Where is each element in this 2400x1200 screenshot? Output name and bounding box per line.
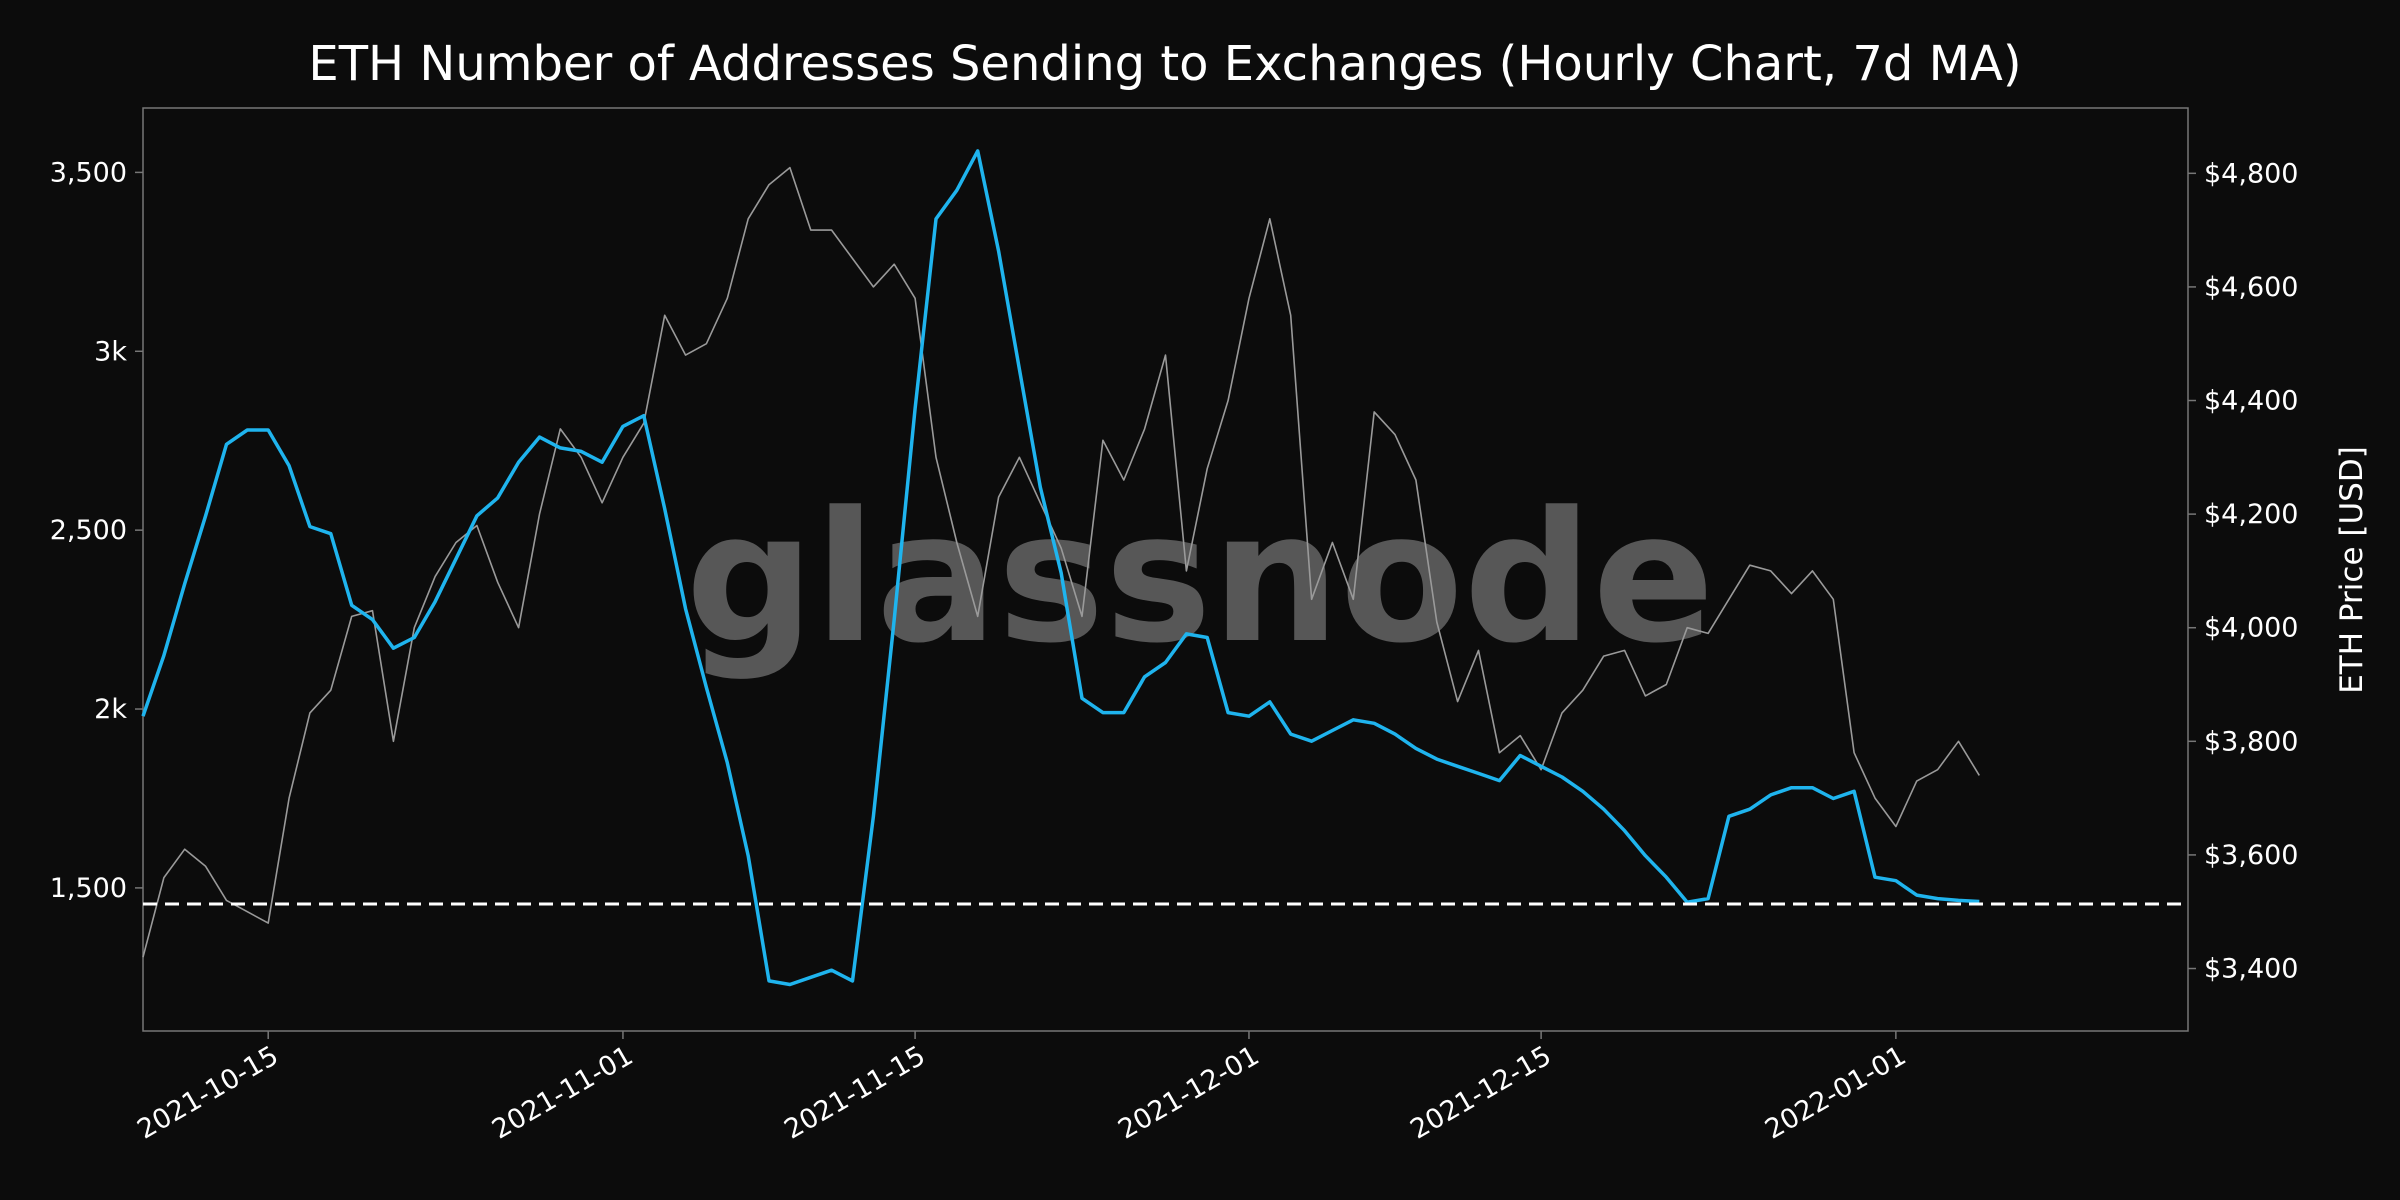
y-right-tick-label-7: $4,800 [2204, 158, 2298, 189]
chart-title: ETH Number of Addresses Sending to Excha… [308, 36, 2021, 92]
y-right-tick-label-5: $4,400 [2204, 386, 2298, 417]
y-right-axis-label: ETH Price [USD] [2334, 446, 2370, 694]
addresses-series-layer [141, 149, 1980, 987]
price-series-layer [142, 166, 1980, 958]
y-right-axis: $3,400 $3,600 $3,800 $4,000 $4,200 $4,400 $4,6… [2188, 158, 2298, 985]
y-left-tick-label-3: 3k [94, 336, 127, 367]
y-right-tick-label-3: $4,000 [2204, 613, 2298, 644]
y-right-tick-label-0: $3,400 [2204, 954, 2298, 985]
y-right-tick-label-2: $3,800 [2204, 726, 2298, 757]
plot-frame [142, 107, 2189, 1032]
y-left-tick-label-2: 2,500 [50, 515, 127, 546]
y-left-tick-label-0: 1,500 [50, 873, 127, 904]
y-right-tick-label-6: $4,600 [2204, 272, 2298, 303]
y-right-tick-label-1: $3,600 [2204, 840, 2298, 871]
watermark: glassnode [685, 474, 1714, 683]
y-left-tick-label-4: 3,500 [50, 157, 127, 188]
y-left-axis: 1,500 2k 2,500 3k 3,500 [50, 157, 143, 904]
y-right-tick-label-4: $4,200 [2204, 499, 2298, 530]
y-left-tick-label-1: 2k [94, 694, 127, 725]
